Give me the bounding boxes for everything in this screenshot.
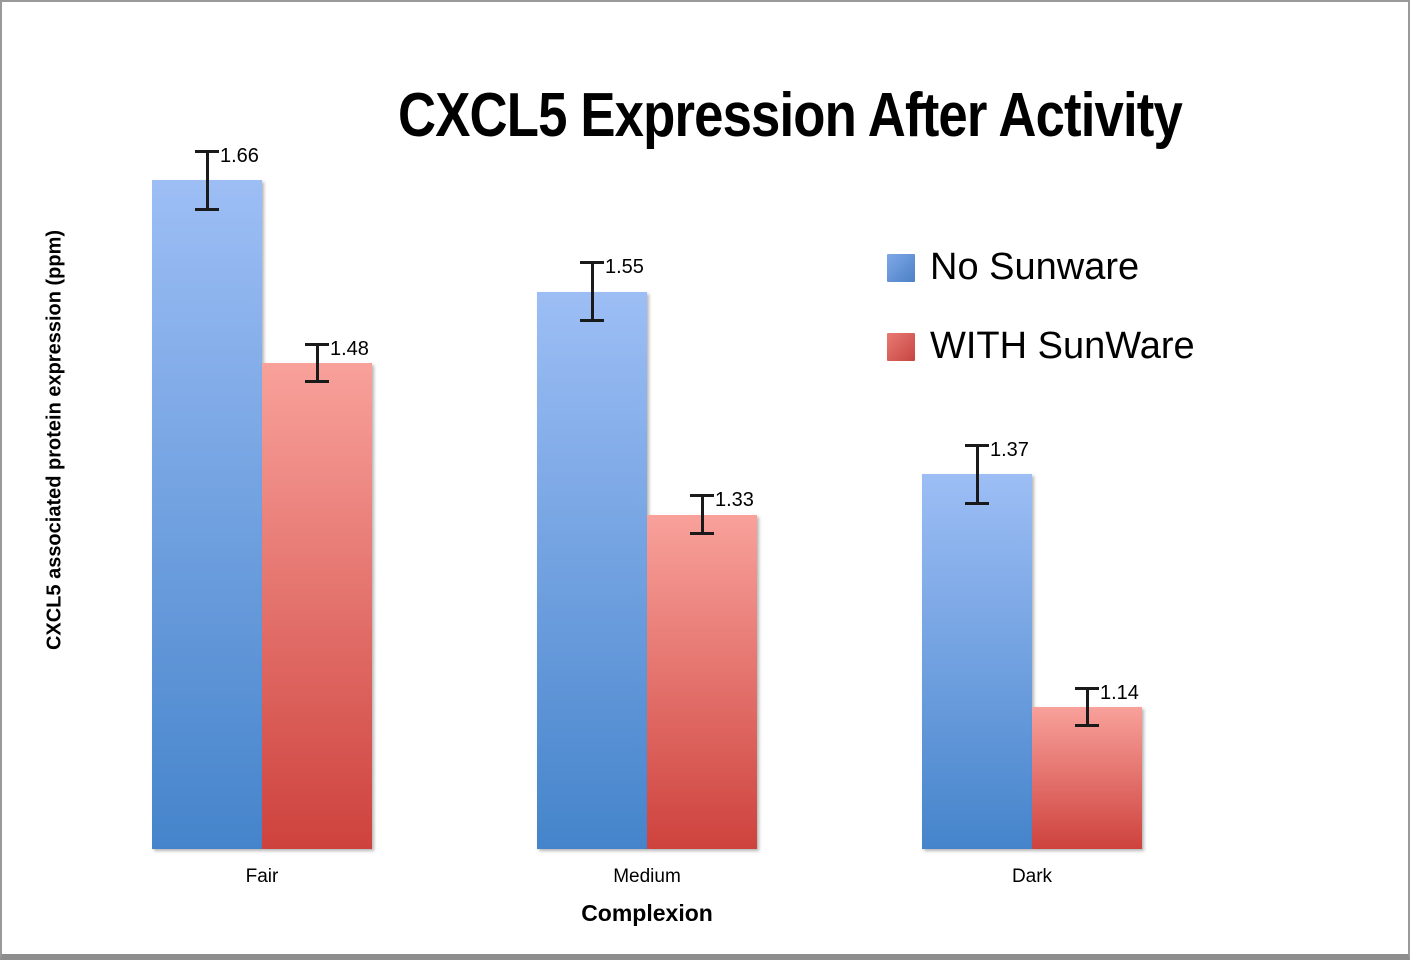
bar-no-sunware-dark xyxy=(922,474,1032,849)
error-bar-cap-top xyxy=(690,494,714,498)
error-bar-cap-bottom xyxy=(305,380,329,384)
error-bar xyxy=(315,342,319,384)
legend-label: WITH SunWare xyxy=(930,325,1195,367)
error-bar xyxy=(975,443,979,505)
bar-with-sunware-medium xyxy=(647,514,757,849)
error-bar-cap-top xyxy=(305,342,329,346)
x-axis-label: Complexion xyxy=(581,900,713,926)
bar-no-sunware-fair xyxy=(152,180,262,849)
legend-swatch-blue-icon xyxy=(887,253,915,282)
error-bar-cap-top xyxy=(580,261,604,265)
legend-item-with-sunware: WITH SunWare xyxy=(887,325,1195,368)
legend-label: No Sunware xyxy=(930,246,1140,288)
value-label: 1.66 xyxy=(220,145,259,168)
error-bar-cap-bottom xyxy=(965,501,989,505)
error-bar xyxy=(590,261,594,323)
error-bar xyxy=(205,150,209,211)
error-bar-cap-bottom xyxy=(1075,724,1099,728)
chart-title: CXCL5 Expression After Activity xyxy=(398,81,1183,150)
x-tick-label: Fair xyxy=(245,866,279,887)
bar-with-sunware-fair xyxy=(262,362,372,849)
value-label: 1.14 xyxy=(1100,681,1139,704)
legend-swatch-red-icon xyxy=(887,332,915,361)
x-tick-label: Medium xyxy=(613,866,681,887)
error-bar-cap-bottom xyxy=(690,531,714,535)
bar-with-sunware-dark xyxy=(1032,707,1142,849)
value-label: 1.55 xyxy=(605,256,644,279)
legend: No Sunware WITH SunWare xyxy=(887,246,1195,404)
value-label: 1.48 xyxy=(330,337,369,360)
legend-item-no-sunware: No Sunware xyxy=(887,246,1195,289)
value-label: 1.33 xyxy=(715,489,754,512)
error-bar-cap-top xyxy=(1075,686,1099,690)
value-label: 1.37 xyxy=(990,438,1029,461)
error-bar-cap-bottom xyxy=(580,319,604,323)
bar-no-sunware-medium xyxy=(537,291,647,849)
error-bar xyxy=(1085,686,1089,728)
error-bar-cap-bottom xyxy=(195,207,219,211)
error-bar-cap-top xyxy=(195,150,219,154)
error-bar xyxy=(700,494,704,535)
x-tick-label: Dark xyxy=(1011,866,1053,887)
error-bar-cap-top xyxy=(965,443,989,447)
y-axis-label: CXCL5 associated protein expression (ppm… xyxy=(43,229,66,651)
